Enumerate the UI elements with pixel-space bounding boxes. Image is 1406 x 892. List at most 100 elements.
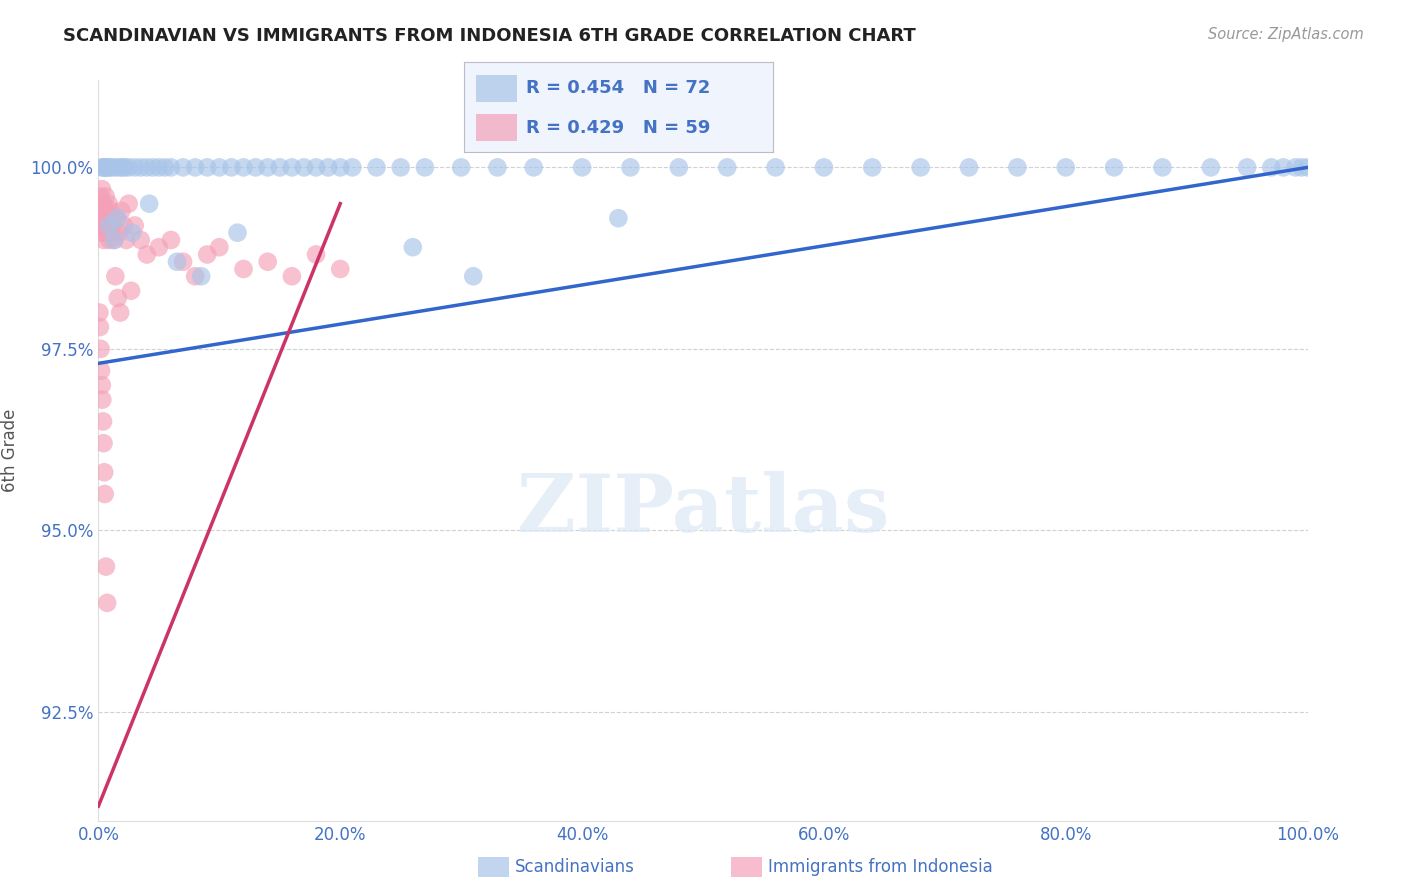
Point	[94, 219, 117, 233]
Point	[105, 161, 128, 175]
Point	[607, 211, 630, 226]
Point	[118, 196, 141, 211]
Bar	[477, 75, 516, 102]
Point	[765, 161, 787, 175]
Point	[100, 226, 122, 240]
Text: Scandinavians: Scandinavians	[515, 858, 634, 876]
Point	[256, 161, 278, 175]
Point	[93, 436, 115, 450]
Point	[121, 226, 143, 240]
Point	[87, 196, 110, 211]
Point	[329, 262, 352, 277]
Text: Source: ZipAtlas.com: Source: ZipAtlas.com	[1208, 27, 1364, 42]
Point	[96, 211, 118, 226]
Point	[148, 161, 170, 175]
Point	[619, 161, 641, 175]
Point	[486, 161, 509, 175]
Point	[93, 487, 115, 501]
Point	[89, 305, 111, 319]
Point	[366, 161, 388, 175]
Point	[269, 161, 291, 175]
Point	[172, 254, 194, 268]
Point	[94, 559, 117, 574]
Point	[96, 203, 118, 218]
Point	[329, 161, 352, 175]
Point	[91, 211, 114, 226]
Point	[184, 161, 207, 175]
Point	[160, 161, 183, 175]
Point	[90, 203, 112, 218]
Point	[463, 269, 485, 284]
Point	[111, 161, 134, 175]
Point	[90, 342, 112, 356]
Point	[957, 161, 980, 175]
Point	[232, 262, 254, 277]
Point	[91, 414, 114, 428]
Point	[96, 226, 118, 240]
Point	[172, 161, 194, 175]
Point	[107, 211, 129, 226]
Point	[1007, 161, 1029, 175]
Bar	[477, 114, 516, 141]
Point	[160, 233, 183, 247]
Point	[208, 161, 231, 175]
Point	[107, 291, 129, 305]
Point	[135, 247, 157, 261]
Point	[226, 226, 249, 240]
Point	[232, 161, 254, 175]
Point	[101, 219, 124, 233]
Point	[184, 269, 207, 284]
Point	[108, 161, 131, 175]
Point	[98, 233, 121, 247]
Point	[94, 161, 117, 175]
Point	[450, 161, 472, 175]
Point	[91, 161, 114, 175]
Point	[103, 233, 125, 247]
Text: R = 0.454   N = 72: R = 0.454 N = 72	[526, 79, 710, 97]
Point	[93, 161, 115, 175]
Point	[91, 182, 114, 196]
Point	[166, 254, 188, 268]
Point	[103, 233, 125, 247]
Text: ZIPatlas: ZIPatlas	[517, 471, 889, 549]
Point	[413, 161, 436, 175]
Point	[97, 196, 120, 211]
Point	[91, 161, 114, 175]
Point	[342, 161, 364, 175]
Y-axis label: 6th Grade: 6th Grade	[1, 409, 20, 492]
Point	[135, 161, 157, 175]
Point	[90, 378, 112, 392]
Point	[96, 161, 118, 175]
Text: R = 0.429   N = 59: R = 0.429 N = 59	[526, 119, 710, 136]
Point	[1152, 161, 1174, 175]
Point	[281, 269, 304, 284]
Point	[195, 161, 218, 175]
Point	[98, 211, 121, 226]
Point	[292, 161, 315, 175]
Point	[1272, 161, 1295, 175]
Point	[402, 240, 425, 254]
Point	[90, 226, 112, 240]
Point	[1236, 161, 1258, 175]
Point	[98, 219, 121, 233]
Point	[668, 161, 690, 175]
Point	[1291, 161, 1313, 175]
Point	[1260, 161, 1282, 175]
Point	[148, 240, 170, 254]
Point	[90, 363, 112, 377]
Point	[100, 161, 122, 175]
Point	[256, 254, 278, 268]
Point	[89, 219, 111, 233]
Point	[96, 596, 118, 610]
Point	[910, 161, 932, 175]
Point	[129, 161, 152, 175]
Point	[1102, 161, 1125, 175]
Point	[93, 233, 115, 247]
Point	[860, 161, 883, 175]
Point	[94, 189, 117, 203]
Point	[190, 269, 212, 284]
Point	[89, 320, 111, 334]
Point	[91, 392, 114, 407]
Point	[114, 161, 136, 175]
Point	[1054, 161, 1077, 175]
